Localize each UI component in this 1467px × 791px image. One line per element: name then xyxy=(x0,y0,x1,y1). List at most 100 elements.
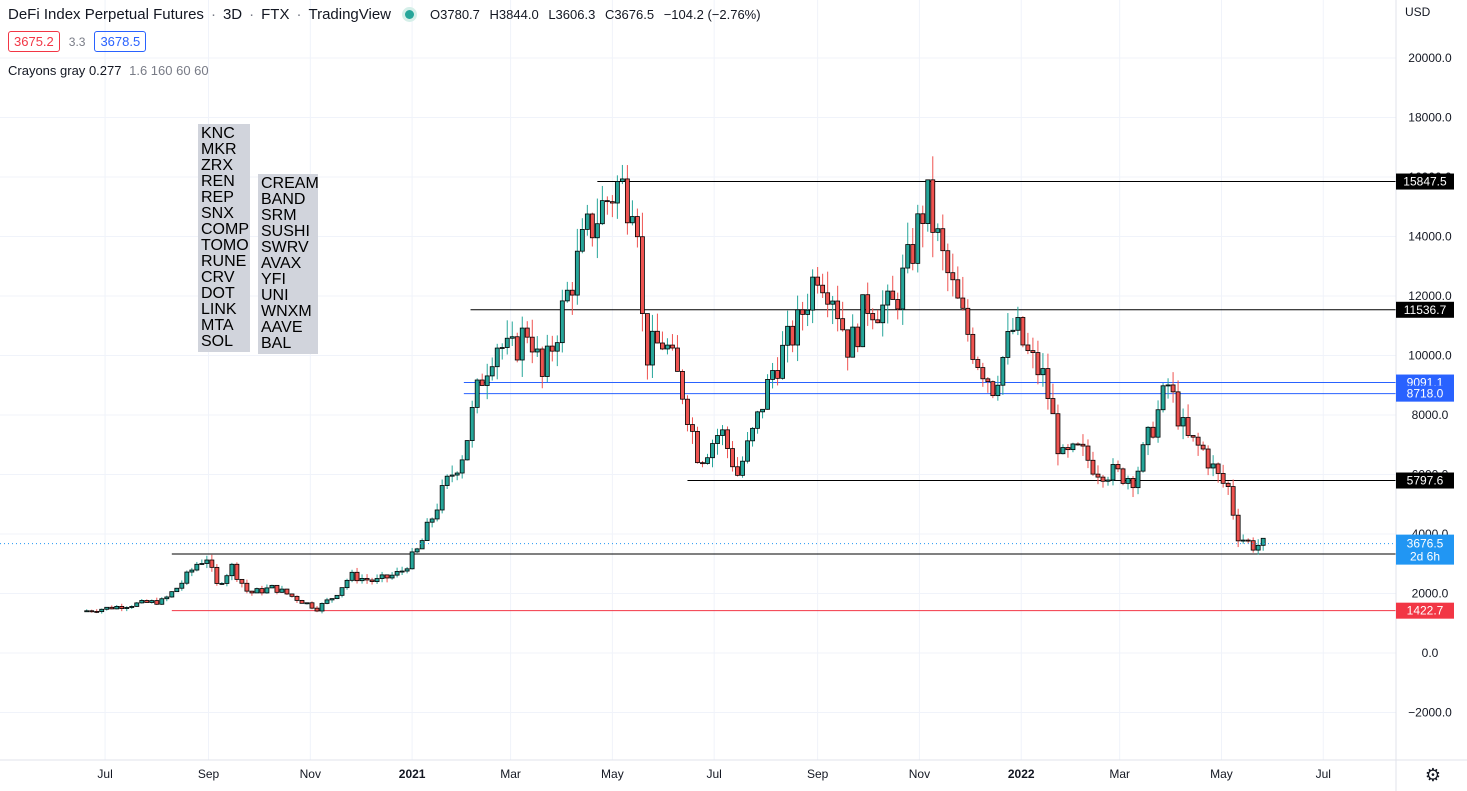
candle xyxy=(239,578,245,588)
candle xyxy=(780,331,785,380)
x-tick-label: May xyxy=(601,767,624,781)
candle xyxy=(474,378,480,414)
gear-icon[interactable]: ⚙ xyxy=(1424,765,1441,785)
candle xyxy=(519,316,525,377)
candle xyxy=(274,584,280,595)
candle xyxy=(1240,534,1246,544)
candle xyxy=(514,332,520,363)
interval-label[interactable]: 3D xyxy=(222,6,243,23)
x-tick-label: 2021 xyxy=(399,767,426,781)
x-tick-label: Sep xyxy=(807,767,829,781)
token-label: TOMO xyxy=(201,237,249,254)
token-label: AVAX xyxy=(261,255,302,272)
candle xyxy=(109,605,115,610)
market-status-icon[interactable] xyxy=(405,10,415,19)
candle xyxy=(990,380,996,399)
candle xyxy=(775,357,780,386)
candle xyxy=(870,308,876,330)
candle xyxy=(404,566,410,574)
candle xyxy=(830,295,836,325)
candle xyxy=(650,314,655,378)
level-price-tag xyxy=(1396,385,1454,402)
low-value: 3606.3 xyxy=(555,7,596,22)
x-tick-label: Sep xyxy=(198,767,220,781)
candle xyxy=(890,275,896,300)
candle xyxy=(434,503,440,522)
candle xyxy=(735,457,740,477)
candle xyxy=(1060,444,1066,455)
candle xyxy=(1070,442,1076,453)
candle xyxy=(1235,508,1241,548)
candle xyxy=(750,426,755,447)
buy-price-button[interactable]: 3678.5 xyxy=(94,31,147,52)
level-price-tag xyxy=(1396,301,1454,318)
token-label: SRM xyxy=(261,207,297,224)
candle xyxy=(104,606,110,611)
candle xyxy=(660,331,665,351)
candle xyxy=(1050,383,1056,415)
candle xyxy=(539,346,545,389)
candle xyxy=(334,594,340,600)
candle xyxy=(1085,439,1091,469)
candle xyxy=(409,547,415,570)
candle xyxy=(945,243,951,292)
sell-price-button[interactable]: 3675.2 xyxy=(8,31,60,52)
token-label: COMP xyxy=(201,221,249,238)
candle xyxy=(950,253,956,297)
candle xyxy=(720,425,725,446)
currency-label[interactable]: USD xyxy=(1405,5,1431,19)
x-tick-label: Jul xyxy=(97,767,112,781)
candle xyxy=(149,599,155,604)
candle xyxy=(1005,313,1011,365)
time-axis[interactable]: Jul Sep Nov 2021 Mar May Jul Sep Nov 2022 Mar May Ju… xyxy=(97,767,1331,781)
candle xyxy=(269,584,275,589)
candle xyxy=(179,580,185,591)
candle xyxy=(564,281,570,303)
candle xyxy=(439,479,445,514)
candle xyxy=(429,517,435,528)
candle xyxy=(960,276,966,311)
candle xyxy=(219,582,225,585)
candle xyxy=(1200,441,1206,451)
candle xyxy=(1185,404,1191,438)
candle xyxy=(624,165,630,235)
candle xyxy=(1055,404,1061,466)
exchange-label: FTX xyxy=(261,6,290,23)
candle xyxy=(1225,481,1231,495)
candle xyxy=(730,441,735,472)
candle xyxy=(494,343,500,380)
candle xyxy=(645,313,650,380)
token-list-right: CREAM BAND SRM SUSHI SWRV AVAX YFI UNI WNXM AAVE B… xyxy=(258,174,319,354)
candle xyxy=(174,587,180,593)
high-value: 3844.0 xyxy=(498,7,539,22)
symbol-title[interactable]: DeFi Index Perpetual Futures xyxy=(8,6,204,23)
indicator-value: 0.277 xyxy=(88,63,122,78)
candle xyxy=(880,290,886,337)
token-label: ZRX xyxy=(201,157,233,174)
token-label: DOT xyxy=(201,285,235,302)
candle xyxy=(599,185,605,226)
candle xyxy=(164,595,170,602)
candle xyxy=(895,292,901,320)
candle xyxy=(685,395,690,432)
candle xyxy=(89,609,95,613)
candle xyxy=(925,179,931,232)
candle xyxy=(765,374,770,410)
candle xyxy=(1150,421,1156,439)
candle xyxy=(795,295,801,362)
candle xyxy=(635,208,640,248)
candle xyxy=(1040,353,1046,387)
candle xyxy=(815,267,821,294)
candle xyxy=(1030,337,1036,369)
candle xyxy=(800,301,806,331)
candle xyxy=(554,335,560,367)
indicator-legend[interactable]: Crayons gray 0.277 1.6 160 60 60 xyxy=(8,63,209,78)
candle xyxy=(995,375,1001,401)
candle xyxy=(745,432,750,464)
candle xyxy=(1205,445,1211,476)
candle xyxy=(524,321,530,344)
candle xyxy=(449,465,455,483)
